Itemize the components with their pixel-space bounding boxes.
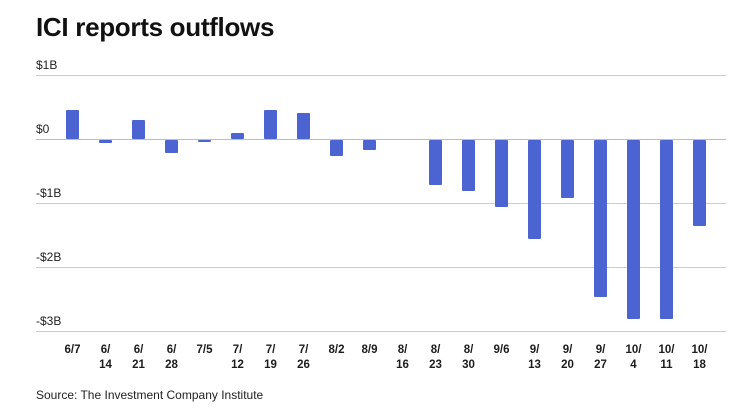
y-tick-label: -$3B — [36, 314, 62, 328]
y-tick-label: $1B — [36, 58, 58, 72]
bar-9-6 — [495, 140, 508, 208]
x-tick-label: 7/5 — [196, 344, 213, 356]
gridline — [36, 267, 726, 268]
x-tick-label: 6/7 — [64, 344, 81, 356]
bar-6-21 — [132, 119, 145, 139]
bar-8-2 — [330, 140, 343, 156]
bar-6-28 — [165, 140, 178, 153]
bar-7-19 — [264, 110, 277, 139]
y-tick-label: -$1B — [36, 186, 62, 200]
y-tick-label: $0 — [36, 122, 50, 136]
x-tick-label: 10/18 — [691, 344, 708, 371]
x-tick-label: 7/12 — [231, 344, 244, 371]
bar-10-11 — [660, 140, 673, 320]
plot-area: $1B $0 -$1B -$2B -$3B 6/7 6/14 6/21 6/28 7/5 7/12 7… — [36, 58, 726, 371]
bar-6-7 — [66, 110, 79, 139]
bar-8-9 — [363, 140, 376, 150]
x-tick-label: 9/20 — [561, 344, 574, 371]
x-tick-label: 6/21 — [132, 344, 145, 371]
bar-10-18 — [693, 140, 706, 227]
y-tick-label: -$2B — [36, 250, 62, 264]
x-tick-label: 7/19 — [264, 344, 277, 371]
bar-7-26 — [297, 113, 310, 139]
bar-7-12 — [231, 132, 244, 139]
bar-8-23 — [429, 140, 442, 185]
x-tick-label: 8/16 — [396, 344, 409, 371]
x-tick-label: 8/23 — [429, 344, 442, 371]
x-tick-label: 9/13 — [528, 344, 541, 371]
source-text: Source: The Investment Company Institute — [36, 388, 264, 402]
zero-gridline — [36, 139, 726, 140]
x-tick-label: 10/11 — [658, 344, 675, 371]
bar-8-30 — [462, 140, 475, 192]
x-tick-label: 9/6 — [493, 344, 510, 356]
gridline — [36, 331, 726, 332]
gridline — [36, 203, 726, 204]
x-tick-label: 7/26 — [297, 344, 310, 371]
bar-6-14 — [99, 140, 112, 144]
gridline — [36, 75, 726, 76]
chart-title: ICI reports outflows — [36, 12, 275, 42]
bar-7-5 — [198, 140, 211, 142]
bar-9-13 — [528, 140, 541, 240]
x-tick-label: 10/4 — [625, 344, 642, 371]
x-tick-label: 6/14 — [99, 344, 112, 371]
x-tick-label: 8/9 — [361, 344, 378, 356]
bar-9-20 — [561, 140, 574, 198]
x-tick-label: 9/27 — [594, 344, 607, 371]
x-tick-label: 8/30 — [462, 344, 475, 371]
x-tick-label: 8/2 — [328, 344, 345, 356]
bar-10-4 — [627, 140, 640, 320]
bar-9-27 — [594, 140, 607, 297]
x-tick-label: 6/28 — [165, 344, 178, 371]
